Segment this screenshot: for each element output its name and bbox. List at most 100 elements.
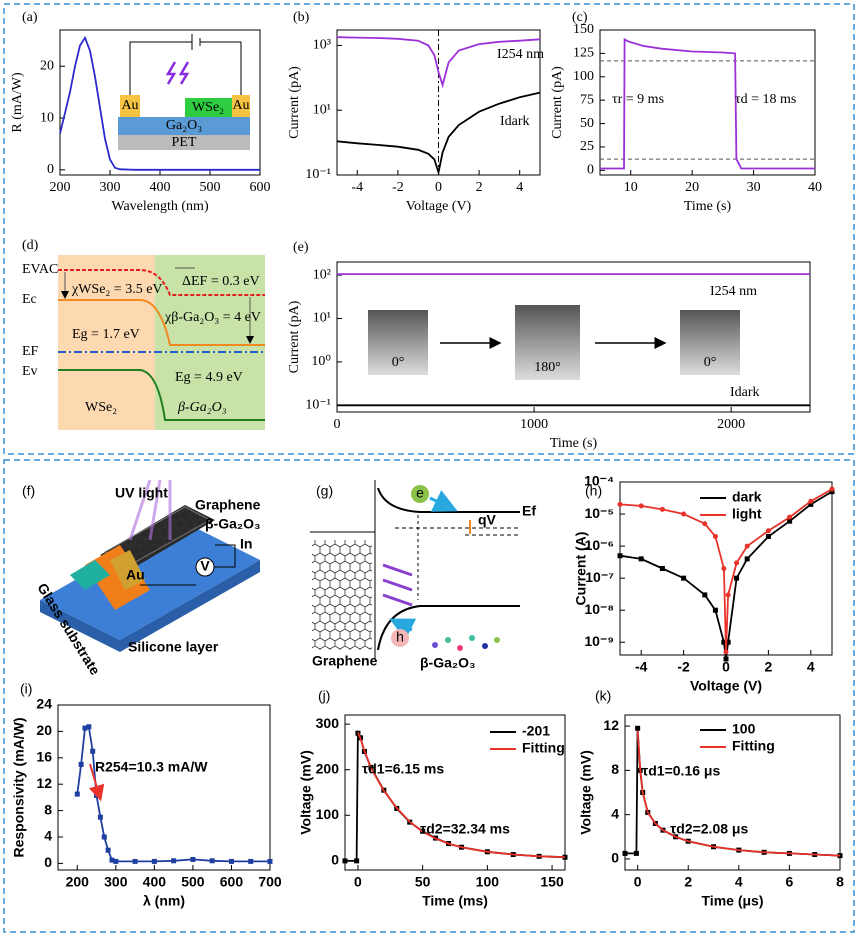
y-tick-label: 10⁻⁹ xyxy=(584,633,614,649)
marker xyxy=(787,514,793,520)
marker xyxy=(725,592,731,598)
x-tick-label: 50 xyxy=(415,874,431,890)
marker xyxy=(659,506,665,512)
chart: (c) 10 20 30 40 0 25 50 75 100 125 150 Time (s) Curre… xyxy=(550,10,822,214)
x-tick-label: 20 xyxy=(685,180,699,195)
marker xyxy=(228,858,234,864)
arrow xyxy=(389,618,417,641)
chart: (j) 0 50 100 150 0 100 200 300 Time (ms) Voltage (… xyxy=(298,688,568,909)
y-axis-label: Voltage (mV) xyxy=(578,750,594,835)
y-tick-label: 10³ xyxy=(313,38,331,53)
y-tick-label: 200 xyxy=(316,760,340,776)
marker xyxy=(267,858,273,864)
y-tick-label: 8 xyxy=(44,801,52,817)
x-tick-label: 300 xyxy=(104,874,128,890)
ga2o3-layer xyxy=(118,117,250,135)
y-tick-label: 10⁻¹ xyxy=(305,397,331,412)
y-tick-label: 12 xyxy=(603,717,619,733)
y-tick-label: 100 xyxy=(316,806,340,822)
marker xyxy=(702,592,708,598)
marker xyxy=(681,575,687,581)
x-tick-label: 2 xyxy=(476,180,483,195)
y-tick-label: 300 xyxy=(316,715,340,731)
marker xyxy=(633,850,639,856)
y-tick-label: 20 xyxy=(36,722,52,738)
label: Graphene xyxy=(195,497,261,513)
marker xyxy=(765,533,771,539)
marker xyxy=(837,853,843,859)
y-axis-label: R (mA/W) xyxy=(10,72,25,133)
marker xyxy=(808,501,814,507)
level-label: EVAC xyxy=(22,262,58,277)
y-tick-label: 25 xyxy=(580,139,594,154)
marker xyxy=(74,791,80,797)
note: Eg = 4.9 eV xyxy=(175,370,243,385)
x-tick-label: -4 xyxy=(635,659,648,675)
layer-label: Ga₂O₃ xyxy=(166,118,202,133)
y-tick-label: 0 xyxy=(47,162,54,177)
legend-label: -201 xyxy=(522,723,550,739)
y-tick-label: 10⁰ xyxy=(311,354,331,369)
panel-label: (i) xyxy=(20,681,32,697)
marker xyxy=(787,518,793,524)
x-tick-label: 30 xyxy=(747,180,761,195)
chart: (h) -4 -2 0 2 4 10⁻⁹ 10⁻⁸ 10⁻⁷ 10⁻⁶ 10⁻⁵ 10⁻⁴ Voltag… xyxy=(573,473,835,694)
x-axis-label: Wavelength (nm) xyxy=(111,199,209,214)
legend-label: Fitting xyxy=(732,738,775,754)
note: Eg = 1.7 eV xyxy=(72,327,140,342)
x-tick-label: 2000 xyxy=(717,417,745,432)
marker xyxy=(105,847,111,853)
pet-layer xyxy=(118,135,250,150)
y-tick-label: 10⁻⁷ xyxy=(585,569,614,585)
label: qV xyxy=(478,512,497,528)
layer-label: WSe₂ xyxy=(192,100,224,115)
marker xyxy=(151,858,157,864)
device-schematic: (f) UV light Graphene β-Ga₂O₃ In V Au Gl… xyxy=(22,479,261,678)
y-tick-label: 100 xyxy=(573,69,594,84)
legend-label: dark xyxy=(732,489,762,505)
photo-label: 180° xyxy=(534,360,561,375)
y-tick-label: 24 xyxy=(36,696,52,712)
marker xyxy=(190,856,196,862)
au-layer xyxy=(120,95,140,117)
marker xyxy=(638,556,644,562)
light-icon xyxy=(165,61,190,85)
marker xyxy=(723,649,729,655)
band-diagram: (d) EVAC Ec EF Ev χWSe₂ = 3.5 eV ΔEF = 0… xyxy=(22,238,265,430)
data-line xyxy=(357,731,566,859)
y-tick-label: 10² xyxy=(313,267,331,282)
marker xyxy=(354,858,360,864)
x-tick-label: 0 xyxy=(634,874,642,890)
molecule xyxy=(432,635,500,651)
y-tick-label: 0 xyxy=(331,852,339,868)
y-axis-label: Current (pA) xyxy=(287,300,302,373)
y-tick-label: 12 xyxy=(36,775,52,791)
marker xyxy=(78,761,84,767)
y-tick-label: 0 xyxy=(587,163,594,178)
marker xyxy=(113,858,119,864)
x-tick-label: 500 xyxy=(181,874,205,890)
y-tick-label: 20 xyxy=(40,58,54,73)
marker xyxy=(712,533,718,539)
x-tick-label: 10 xyxy=(624,180,638,195)
substrate-side xyxy=(40,600,120,652)
photo xyxy=(515,305,580,380)
x-tick-label: -2 xyxy=(392,180,404,195)
contact xyxy=(70,560,110,590)
y-tick-label: 75 xyxy=(580,92,594,107)
x-tick-label: 2 xyxy=(765,659,773,675)
wse2-layer xyxy=(185,98,232,117)
x-tick-label: 6 xyxy=(786,874,794,890)
y-axis-label: Voltage (mV) xyxy=(298,750,314,835)
marker xyxy=(725,639,731,645)
y-tick-label: 0 xyxy=(44,854,52,870)
marker xyxy=(90,748,96,754)
marker xyxy=(765,528,771,534)
y-tick-label: 10⁻⁶ xyxy=(585,537,614,553)
note: χWSe₂ = 3.5 eV xyxy=(71,282,163,297)
data-line xyxy=(636,730,841,857)
x-axis-label: Time (s) xyxy=(684,199,732,214)
marker xyxy=(248,858,254,864)
valence-band xyxy=(58,369,265,421)
